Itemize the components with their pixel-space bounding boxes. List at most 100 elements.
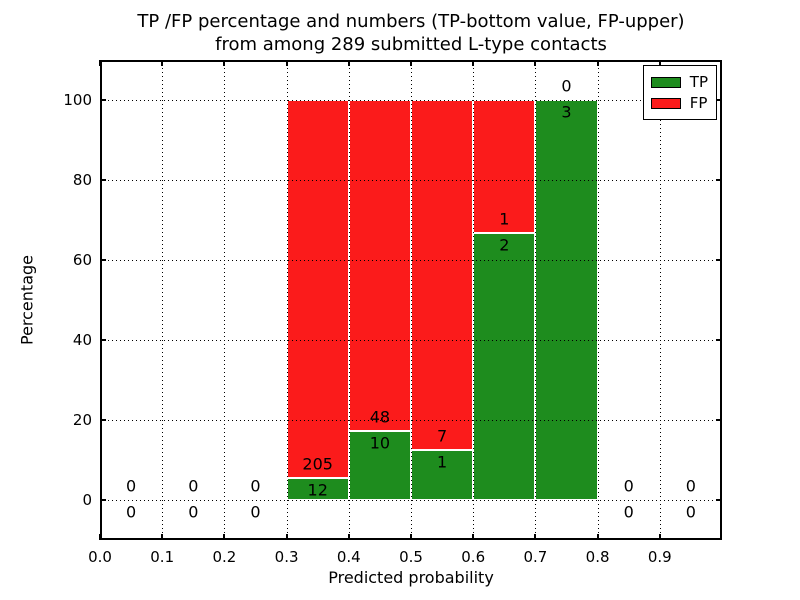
x-tick-mark-top: [285, 60, 288, 66]
tp-count-label: 1: [437, 452, 448, 472]
gridline-horizontal: [100, 340, 722, 341]
x-tick-mark: [472, 534, 475, 540]
tp-count-label: 2: [499, 235, 510, 255]
fp-count-label: 0: [561, 76, 572, 96]
fp-count-label: 7: [437, 426, 448, 446]
gridline-vertical: [224, 60, 226, 540]
tp-count-label: 0: [188, 502, 199, 522]
legend-label-tp: TP: [689, 73, 708, 91]
fp-count-label: 0: [685, 476, 696, 496]
x-tick-mark-top: [99, 60, 101, 66]
y-tick-mark: [100, 419, 106, 421]
x-tick-mark-top: [472, 60, 475, 66]
gridline-vertical: [597, 60, 599, 540]
y-tick-mark: [100, 179, 106, 181]
x-tick-mark: [161, 534, 164, 540]
tp-count-label: 0: [623, 502, 634, 522]
legend-label-fp: FP: [689, 94, 708, 112]
y-tick-mark-right: [716, 259, 722, 261]
tp-count-label: 0: [126, 502, 137, 522]
x-tick-mark-top: [410, 60, 412, 66]
x-tick-label: 0.9: [647, 548, 672, 566]
y-tick-mark: [100, 259, 106, 261]
x-tick-label: 0.5: [399, 548, 423, 566]
gridline-vertical: [535, 60, 537, 540]
tp-count-label: 10: [369, 433, 391, 453]
x-tick-label: 0.7: [523, 548, 548, 566]
x-tick-mark-top: [347, 60, 350, 66]
x-tick-label: 0.1: [150, 548, 175, 566]
y-tick-label: 0: [82, 491, 92, 509]
bar-segment-fp: [411, 100, 474, 450]
y-tick-label: 20: [72, 411, 92, 429]
chart-title-line1: TP /FP percentage and numbers (TP-bottom…: [137, 11, 685, 32]
x-tick-mark: [223, 534, 226, 540]
legend: TP FP: [642, 65, 717, 120]
bar-segment-tp: [473, 233, 536, 500]
x-tick-mark: [347, 534, 350, 540]
tp-count-label: 0: [685, 502, 696, 522]
x-tick-label: 0.4: [336, 548, 361, 566]
y-tick-label: 60: [72, 251, 92, 269]
x-tick-mark: [99, 534, 101, 540]
tp-count-label: 0: [250, 502, 261, 522]
gridline-horizontal: [100, 100, 722, 101]
fp-count-label: 1: [499, 209, 510, 229]
gridline-vertical: [473, 60, 475, 540]
fp-count-label: 0: [623, 476, 634, 496]
x-tick-label: 0.3: [274, 548, 299, 566]
x-tick-label: 0.6: [461, 548, 486, 566]
y-tick-mark: [100, 499, 106, 501]
bar-segment-tp: [348, 431, 411, 500]
fp-count-label: 0: [250, 476, 261, 496]
gridline-horizontal: [100, 180, 722, 181]
legend-swatch-fp: [650, 97, 681, 109]
legend-entry-tp: TP: [650, 73, 708, 91]
x-tick-mark: [596, 534, 599, 540]
x-tick-mark-top: [161, 60, 164, 66]
y-tick-mark-right: [716, 99, 722, 101]
legend-swatch-tp: [650, 76, 681, 88]
x-tick-mark: [285, 534, 288, 540]
y-tick-mark-right: [716, 419, 722, 421]
x-tick-label: 0.0: [88, 548, 112, 566]
x-tick-mark: [410, 534, 412, 540]
bar-segment-fp: [473, 100, 536, 234]
x-tick-mark-top: [223, 60, 226, 66]
x-tick-mark-top: [534, 60, 537, 66]
y-tick-mark-right: [716, 339, 722, 341]
x-tick-mark: [534, 534, 537, 540]
gridline-horizontal: [100, 420, 722, 421]
y-tick-mark-right: [716, 499, 722, 501]
x-tick-mark-top: [658, 60, 661, 66]
y-tick-mark: [100, 339, 106, 341]
y-tick-label: 100: [63, 91, 92, 109]
x-tick-mark-top: [596, 60, 599, 66]
gridline-vertical: [659, 60, 661, 540]
x-axis-label: Predicted probability: [328, 568, 494, 587]
plot-area: TP FP 0 0 0 0 0 0 205 12 48 10 7 1 1 2 0 3 0 0 0 0: [99, 60, 722, 540]
fp-count-label: 205: [302, 454, 333, 474]
x-tick-label: 0.2: [212, 548, 237, 566]
gridline-vertical: [286, 60, 288, 540]
gridline-vertical: [348, 60, 350, 540]
y-tick-mark: [100, 99, 106, 101]
y-tick-label: 80: [72, 171, 92, 189]
legend-entry-fp: FP: [650, 94, 708, 112]
y-tick-label: 40: [72, 331, 92, 349]
x-tick-label: 0.8: [585, 548, 610, 566]
gridline-horizontal: [100, 500, 722, 501]
bar-segment-tp: [535, 100, 598, 500]
tp-count-label: 3: [561, 102, 572, 122]
tp-count-label: 12: [307, 480, 328, 500]
fp-count-label: 0: [188, 476, 199, 496]
bar-segment-fp: [348, 100, 411, 432]
gridline-horizontal: [100, 260, 722, 261]
bar-segment-fp: [286, 100, 349, 478]
gridline-vertical: [162, 60, 164, 540]
gridline-vertical: [411, 60, 412, 540]
chart-title-line2: from among 289 submitted L-type contacts: [215, 34, 607, 55]
fp-count-label: 0: [126, 476, 137, 496]
y-tick-mark-right: [716, 179, 722, 181]
